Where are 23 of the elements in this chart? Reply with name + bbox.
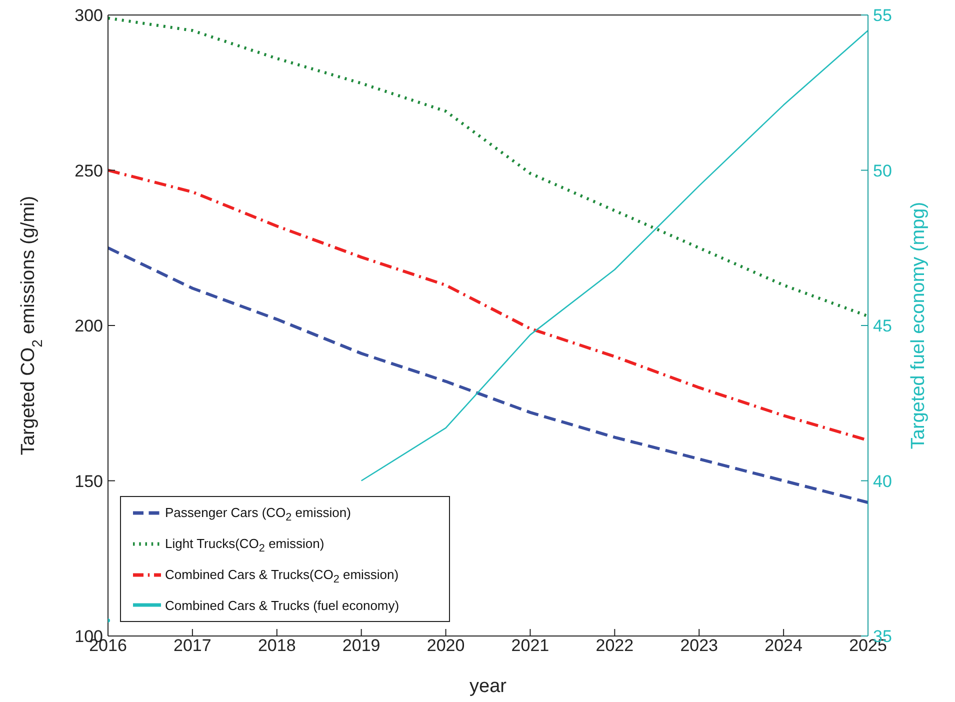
line-series: [108, 246, 868, 504]
x-tick-label: 2023: [680, 636, 718, 656]
y-tick-label: 200: [74, 316, 103, 336]
x-tick-label: 2017: [174, 636, 212, 656]
x-tick-label: 2018: [258, 636, 296, 656]
y-tick-label: 300: [74, 6, 103, 26]
y2-tick-label: 40: [873, 472, 892, 491]
legend-label: Combined Cars & Trucks (fuel economy): [165, 598, 400, 613]
x-axis-title: year: [470, 676, 508, 697]
y2-tick-label: 45: [873, 316, 892, 336]
y-tick-label: 150: [74, 472, 103, 491]
y-tick-label: 250: [74, 161, 103, 180]
x-tick-label: 2024: [764, 636, 802, 656]
legend-label: Light Trucks(CO$_{2}$ emission): [165, 536, 324, 555]
y2-tick-label: 55: [873, 6, 892, 26]
y2-tick-label: 50: [873, 161, 892, 180]
legend-label: Combined Cars & Trucks(CO$_{2}$ emission): [165, 566, 399, 586]
x-tick-label: 2022: [596, 636, 634, 656]
legend-label: Passenger Cars (CO$_{2}$ emission): [165, 505, 351, 524]
x-tick-label: 2019: [342, 636, 380, 656]
x-tick-label: 2021: [511, 636, 550, 656]
y2-axis-title: Targeted fuel economy (mpg): [908, 202, 929, 450]
x-tick-label: 2020: [426, 636, 465, 656]
